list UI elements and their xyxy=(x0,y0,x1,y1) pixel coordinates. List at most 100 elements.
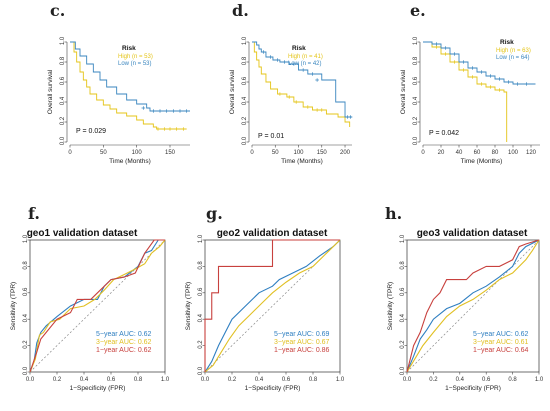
y-axis-label: Sensitivity (TPR) xyxy=(10,282,17,330)
x-tick-label: 0.2 xyxy=(429,377,438,383)
panel-letter: f. xyxy=(28,204,40,223)
y-tick-label: 0.0 xyxy=(413,136,419,145)
x-tick-label: 100 xyxy=(132,150,143,156)
x-tick-label: 0 xyxy=(421,150,425,156)
y-tick-label: 0.8 xyxy=(400,261,406,270)
p-value: P = 0.029 xyxy=(76,128,106,135)
panel-letter: h. xyxy=(385,204,402,223)
y-tick-label: 0.8 xyxy=(23,261,29,270)
y-tick-label: 1.0 xyxy=(23,234,29,243)
censor-mark xyxy=(497,88,502,92)
x-tick-label: 0 xyxy=(68,150,72,156)
diagonal-reference-line xyxy=(29,239,166,373)
x-axis-label: 1−Specificity (FPR) xyxy=(445,385,501,392)
censor-mark xyxy=(315,78,319,82)
x-tick-label: 80 xyxy=(492,150,499,156)
censor-mark xyxy=(443,46,448,50)
x-tick-label: 50 xyxy=(100,150,107,156)
censor-mark xyxy=(164,109,169,113)
y-tick-label: 0.8 xyxy=(242,56,248,65)
legend-entry: High (n = 53) xyxy=(118,54,153,60)
x-tick-label: 50 xyxy=(272,150,279,156)
censor-mark xyxy=(452,52,457,56)
censor-mark xyxy=(524,82,529,86)
series-line xyxy=(70,41,187,130)
legend-entry: 1−year AUC: 0.62 xyxy=(96,347,152,354)
x-tick-label: 150 xyxy=(317,150,328,156)
legend-entry: High (n = 41) xyxy=(288,54,323,60)
censor-mark xyxy=(345,115,350,119)
panel-g: g. geo2 validation dataset 0.0 0.2 0.4 0.6 0.8… xyxy=(185,204,345,392)
legend-entry: 3−year AUC: 0.62 xyxy=(96,339,152,346)
y-tick-label: 0.0 xyxy=(242,136,248,145)
x-tick-label: 0.8 xyxy=(309,377,318,383)
censor-mark xyxy=(171,109,176,113)
legend-title: Risk xyxy=(122,45,136,52)
x-tick-label: 0.0 xyxy=(26,377,35,383)
legend-entry: 3−year AUC: 0.67 xyxy=(274,339,330,346)
y-tick-label: 0.0 xyxy=(400,366,406,375)
x-axis-label: Time (Months) xyxy=(461,158,503,165)
x-axis-label: Time (Months) xyxy=(109,158,151,165)
x-tick-label: 0.2 xyxy=(228,377,237,383)
x-tick-label: 40 xyxy=(456,150,463,156)
panel-title: geo3 validation dataset xyxy=(417,228,528,239)
series-line xyxy=(406,239,540,373)
censor-mark xyxy=(306,105,310,109)
legend-title: Risk xyxy=(500,39,514,46)
censor-mark xyxy=(162,127,167,131)
x-tick-label: 1.0 xyxy=(535,377,544,383)
censor-mark xyxy=(461,60,466,64)
censor-mark xyxy=(479,70,484,74)
censor-mark xyxy=(158,109,162,113)
legend-entry: High (n = 63) xyxy=(496,48,531,54)
p-value: P = 0.01 xyxy=(258,133,284,140)
x-tick-label: 20 xyxy=(438,150,445,156)
y-axis-label: Sensitivity (TPR) xyxy=(387,282,394,330)
censor-mark xyxy=(470,75,475,79)
censor-mark xyxy=(301,68,305,72)
panel-letter: d. xyxy=(232,1,249,20)
y-tick-label: 0.2 xyxy=(400,340,406,349)
censor-mark xyxy=(174,127,179,131)
x-tick-label: 120 xyxy=(526,150,537,156)
censor-mark xyxy=(488,74,493,78)
censor-mark xyxy=(275,58,280,62)
x-axis-label: Time (Months) xyxy=(281,158,323,165)
y-tick-label: 0.2 xyxy=(23,340,29,349)
panel-f: f. geo1 validation dataset 0.0 0.2 0.4 0.6 0.8… xyxy=(10,204,170,392)
series-line xyxy=(29,239,165,373)
plot-frame xyxy=(406,239,540,373)
y-tick-label: 1.0 xyxy=(413,36,419,45)
censor-mark xyxy=(315,108,319,112)
censor-mark xyxy=(156,127,160,131)
y-axis-label: Overall survival xyxy=(400,69,407,114)
censor-mark xyxy=(282,60,287,64)
x-tick-label: 100 xyxy=(508,150,519,156)
censor-mark xyxy=(443,52,448,56)
y-tick-label: 0.6 xyxy=(242,76,248,85)
series-line xyxy=(204,239,341,373)
censor-mark xyxy=(292,62,296,66)
y-tick-label: 0.2 xyxy=(198,340,204,349)
censor-mark xyxy=(488,85,493,89)
y-tick-label: 0.4 xyxy=(242,96,248,105)
y-tick-label: 0.0 xyxy=(23,366,29,375)
x-tick-label: 0.6 xyxy=(482,377,491,383)
censor-mark xyxy=(294,100,298,104)
censor-mark xyxy=(452,60,457,64)
censor-mark xyxy=(178,109,182,113)
y-tick-label: 0.4 xyxy=(23,313,29,322)
y-axis-label: Sensitivity (TPR) xyxy=(185,282,192,330)
legend-entry: 5−year AUC: 0.62 xyxy=(96,331,152,338)
y-tick-label: 0.6 xyxy=(23,287,29,296)
panel-letter: c. xyxy=(50,1,65,20)
x-axis-label: 1−Specificity (FPR) xyxy=(70,385,126,392)
x-tick-label: 0 xyxy=(250,150,254,156)
panel-letter: e. xyxy=(410,1,426,20)
legend-entry: 3−year AUC: 0.61 xyxy=(473,339,529,346)
x-tick-label: 200 xyxy=(340,150,351,156)
y-tick-label: 1.0 xyxy=(60,36,66,45)
x-tick-label: 0.0 xyxy=(403,377,412,383)
